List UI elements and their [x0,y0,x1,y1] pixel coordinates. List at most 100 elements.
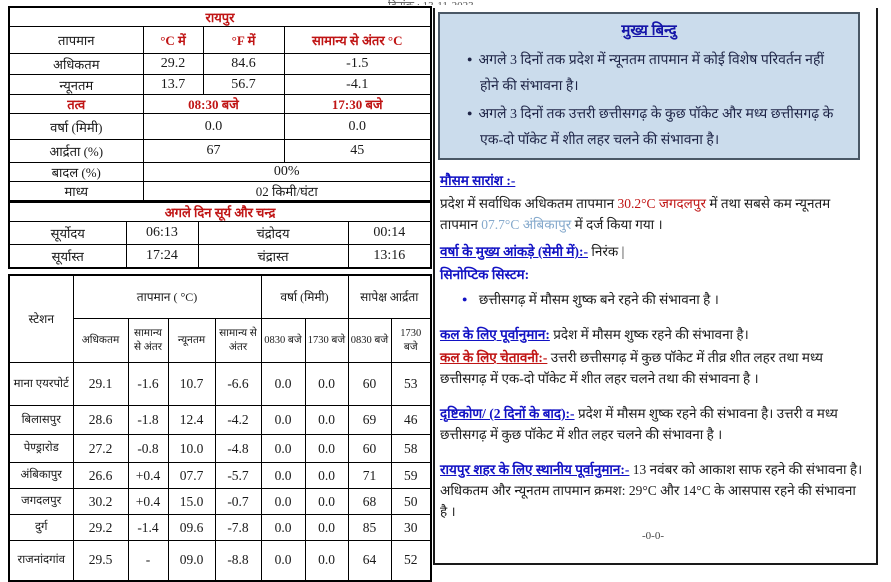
max-temp-diff: -1.5 [283,53,432,75]
summary-text-2: में तथा सबसे कम न्यूनतम तापमान [440,196,831,232]
tomorrow-text: प्रदेश में मौसम शुष्क रहने की संभावना है… [549,327,749,342]
station-name: माना एयरपोर्ट [8,362,74,406]
time-1730: 17:30 बजे [283,94,432,114]
station-min-diff: -5.7 [214,462,262,489]
station-row: अंबिकापुर 26.6 +0.4 07.7 -5.7 0.0 0.0 71… [8,462,432,489]
group-header-rel-humidity: सापेक्ष आर्द्रता [347,274,432,319]
highlight-bullet-2: अगले 3 दिनों तक उत्तरी छत्तीसगढ़ के कुछ … [454,102,844,154]
row-label-wind-mean: माध्य [8,181,144,202]
sub-header-max-diff: सामान्य से अंतर [127,318,169,363]
row-label-cloud: बादल (%) [8,162,144,182]
label-sunrise: सूर्योदय [8,221,127,245]
humidity-0830: 67 [142,139,285,163]
min-temp-diff: -4.1 [283,74,432,95]
station-rain-0830: 0.0 [260,405,306,435]
tomorrow-forecast-line: कल के लिए पूर्वानुमान: प्रदेश में मौसम श… [440,324,866,345]
summary-min-value: 07.7°C अंबिकापुर [481,217,572,232]
station-min-temp: 10.7 [167,362,216,406]
station-min-diff: -8.8 [214,540,262,581]
max-temp-c: 29.2 [142,53,204,75]
station-row: पेण्ड्रारोड 27.2 -0.8 10.0 -4.8 0.0 0.0 … [8,434,432,463]
max-temp-f: 84.6 [202,53,285,75]
station-max-diff: +0.4 [127,488,169,515]
station-rh-0830: 85 [347,514,392,541]
summary-max-value: 30.2°C जगदलपुर [617,196,706,211]
sub-header-min-diff: सामान्य से अंतर [214,318,262,363]
station-max-diff: -1.4 [127,514,169,541]
label-moonset: चंद्रास्त [197,244,349,268]
station-min-diff: -4.8 [214,434,262,463]
highlight-bullet-1: अगले 3 दिनों तक प्रदेश में न्यूनतम तापमा… [454,48,844,100]
station-rain-0830: 0.0 [260,540,306,581]
station-rh-1730: 52 [390,540,432,581]
station-rh-1730: 50 [390,488,432,515]
sunrise-time: 06:13 [125,221,199,245]
station-min-diff: -6.6 [214,362,262,406]
station-row: राजनांदगांव 29.5 - 09.0 -8.8 0.0 0.0 64 … [8,540,432,581]
station-min-diff: -0.7 [214,488,262,515]
station-rain-1730: 0.0 [304,540,349,581]
weather-summary-paragraph: प्रदेश में सर्वाधिक अधिकतम तापमान 30.2°C… [440,193,866,235]
station-rain-1730: 0.0 [304,362,349,406]
station-rain-0830: 0.0 [260,514,306,541]
row-label-maximum: अधिकतम [8,53,144,75]
col-header-normal-diff: सामान्य से अंतर °C [283,26,432,54]
sunset-time: 17:24 [125,244,199,268]
row-label-minimum: न्यूनतम [8,74,144,95]
humidity-1730: 45 [283,139,432,163]
station-max-temp: 29.1 [72,362,129,406]
station-name: जगदलपुर [8,488,74,515]
outlook-heading-label: दृष्टिकोण/ (2 दिनों के बाद):- [440,406,575,421]
station-max-temp: 26.6 [72,462,129,489]
weather-summary-heading: मौसम सारांश :- [440,170,866,191]
station-max-diff: -1.8 [127,405,169,435]
station-name: राजनांदगांव [8,540,74,581]
group-header-rainfall: वर्षा (मिमी) [260,274,349,319]
station-max-diff: - [127,540,169,581]
station-row: दुर्ग 29.2 -1.4 09.6 -7.8 0.0 0.0 85 30 [8,514,432,541]
forecast-text-body: मौसम सारांश :- प्रदेश में सर्वाधिक अधिकत… [435,160,876,547]
row-label-rainfall: वर्षा (मिमी) [8,113,144,140]
station-rh-1730: 46 [390,405,432,435]
station-min-diff: -4.2 [214,405,262,435]
summary-text-1: प्रदेश में सर्वाधिक अधिकतम तापमान [440,196,618,211]
outlook-text: प्रदेश में मौसम शुष्क रहने की संभावना है… [440,406,838,442]
synoptic-bullet: छत्तीसगढ़ में मौसम शुष्क बने रहने की संभ… [440,289,866,310]
highlights-title: मुख्य बिन्दु [621,23,677,39]
synoptic-heading-label: सिनोप्टिक सिस्टम: [440,267,530,282]
station-rain-1730: 0.0 [304,405,349,435]
rainfall-heading-label: वर्षा के मुख्य आंकड़े (सेमी में):- [440,244,588,259]
highlights-box: मुख्य बिन्दु अगले 3 दिनों तक प्रदेश में … [438,12,860,160]
station-rain-1730: 0.0 [304,514,349,541]
station-rh-1730: 53 [390,362,432,406]
raipur-weather-table: रायपुर तापमान °C में °F में सामान्य से अ… [8,6,432,202]
station-min-temp: 09.0 [167,540,216,581]
station-min-diff: -7.8 [214,514,262,541]
sub-header-rh-1730: 1730 बजे [390,318,432,363]
station-rh-1730: 59 [390,462,432,489]
station-min-temp: 09.6 [167,514,216,541]
label-sunset: सूर्यास्त [8,244,127,268]
station-name: दुर्ग [8,514,74,541]
station-max-temp: 29.2 [72,514,129,541]
warning-heading-label: कल के लिए चेतावनी:- [440,350,548,365]
warning-text: उत्तरी छत्तीसगढ़ में कुछ पॉकेट में तीव्र… [440,350,823,386]
label-moonrise: चंद्रोदय [197,221,349,245]
rain-1730: 0.0 [283,113,432,140]
sub-header-rain-1730: 1730 बजे [304,318,349,363]
col-header-station: स्टेशन [8,274,74,363]
station-max-diff: -0.8 [127,434,169,463]
station-rh-1730: 58 [390,434,432,463]
sun-moon-title: अगले दिन सूर्य और चन्द्र [8,201,432,222]
min-temp-c: 13.7 [142,74,204,95]
tomorrow-warning-line: कल के लिए चेतावनी:- उत्तरी छत्तीसगढ़ में… [440,347,866,389]
clipped-header-line: दिनांक : 13-11-2023 [388,0,678,5]
station-rh-0830: 71 [347,462,392,489]
station-min-temp: 15.0 [167,488,216,515]
station-row: बिलासपुर 28.6 -1.8 12.4 -4.2 0.0 0.0 69 … [8,405,432,435]
station-max-diff: -1.6 [127,362,169,406]
group-header-temperature: तापमान ( °C) [72,274,262,319]
col-header-celsius: °C में [142,26,204,54]
station-rain-1730: 0.0 [304,488,349,515]
